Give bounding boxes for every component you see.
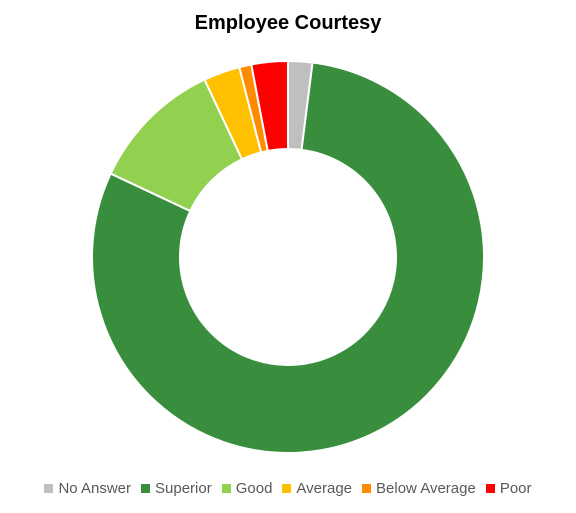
legend-swatch xyxy=(485,484,495,493)
donut-slice-poor xyxy=(250,59,289,153)
legend-item: Average xyxy=(282,480,352,497)
legend-swatch xyxy=(141,484,151,493)
legend-label: Poor xyxy=(499,480,532,497)
legend-item: Superior xyxy=(141,480,212,497)
legend-swatch xyxy=(282,484,292,493)
legend-label: Superior xyxy=(155,480,212,497)
legend-swatch xyxy=(44,484,54,493)
legend-swatch xyxy=(221,484,231,493)
legend-label: Good xyxy=(235,480,273,497)
legend-label: Average xyxy=(296,480,353,497)
legend-item: Poor xyxy=(485,480,532,497)
legend-item: Below Average xyxy=(362,480,476,497)
legend-item: No Answer xyxy=(44,480,131,497)
chart-title: Employee Courtesy xyxy=(194,12,382,34)
chart-legend: No Answer Superior Good Average Below Averag… xyxy=(0,480,576,497)
legend-label: No Answer xyxy=(58,480,132,497)
legend-swatch xyxy=(362,484,372,493)
donut-slice-superior xyxy=(91,61,485,454)
donut-chart xyxy=(91,59,485,454)
legend-label: Below Average xyxy=(376,480,476,497)
legend-item: Good xyxy=(221,480,273,497)
